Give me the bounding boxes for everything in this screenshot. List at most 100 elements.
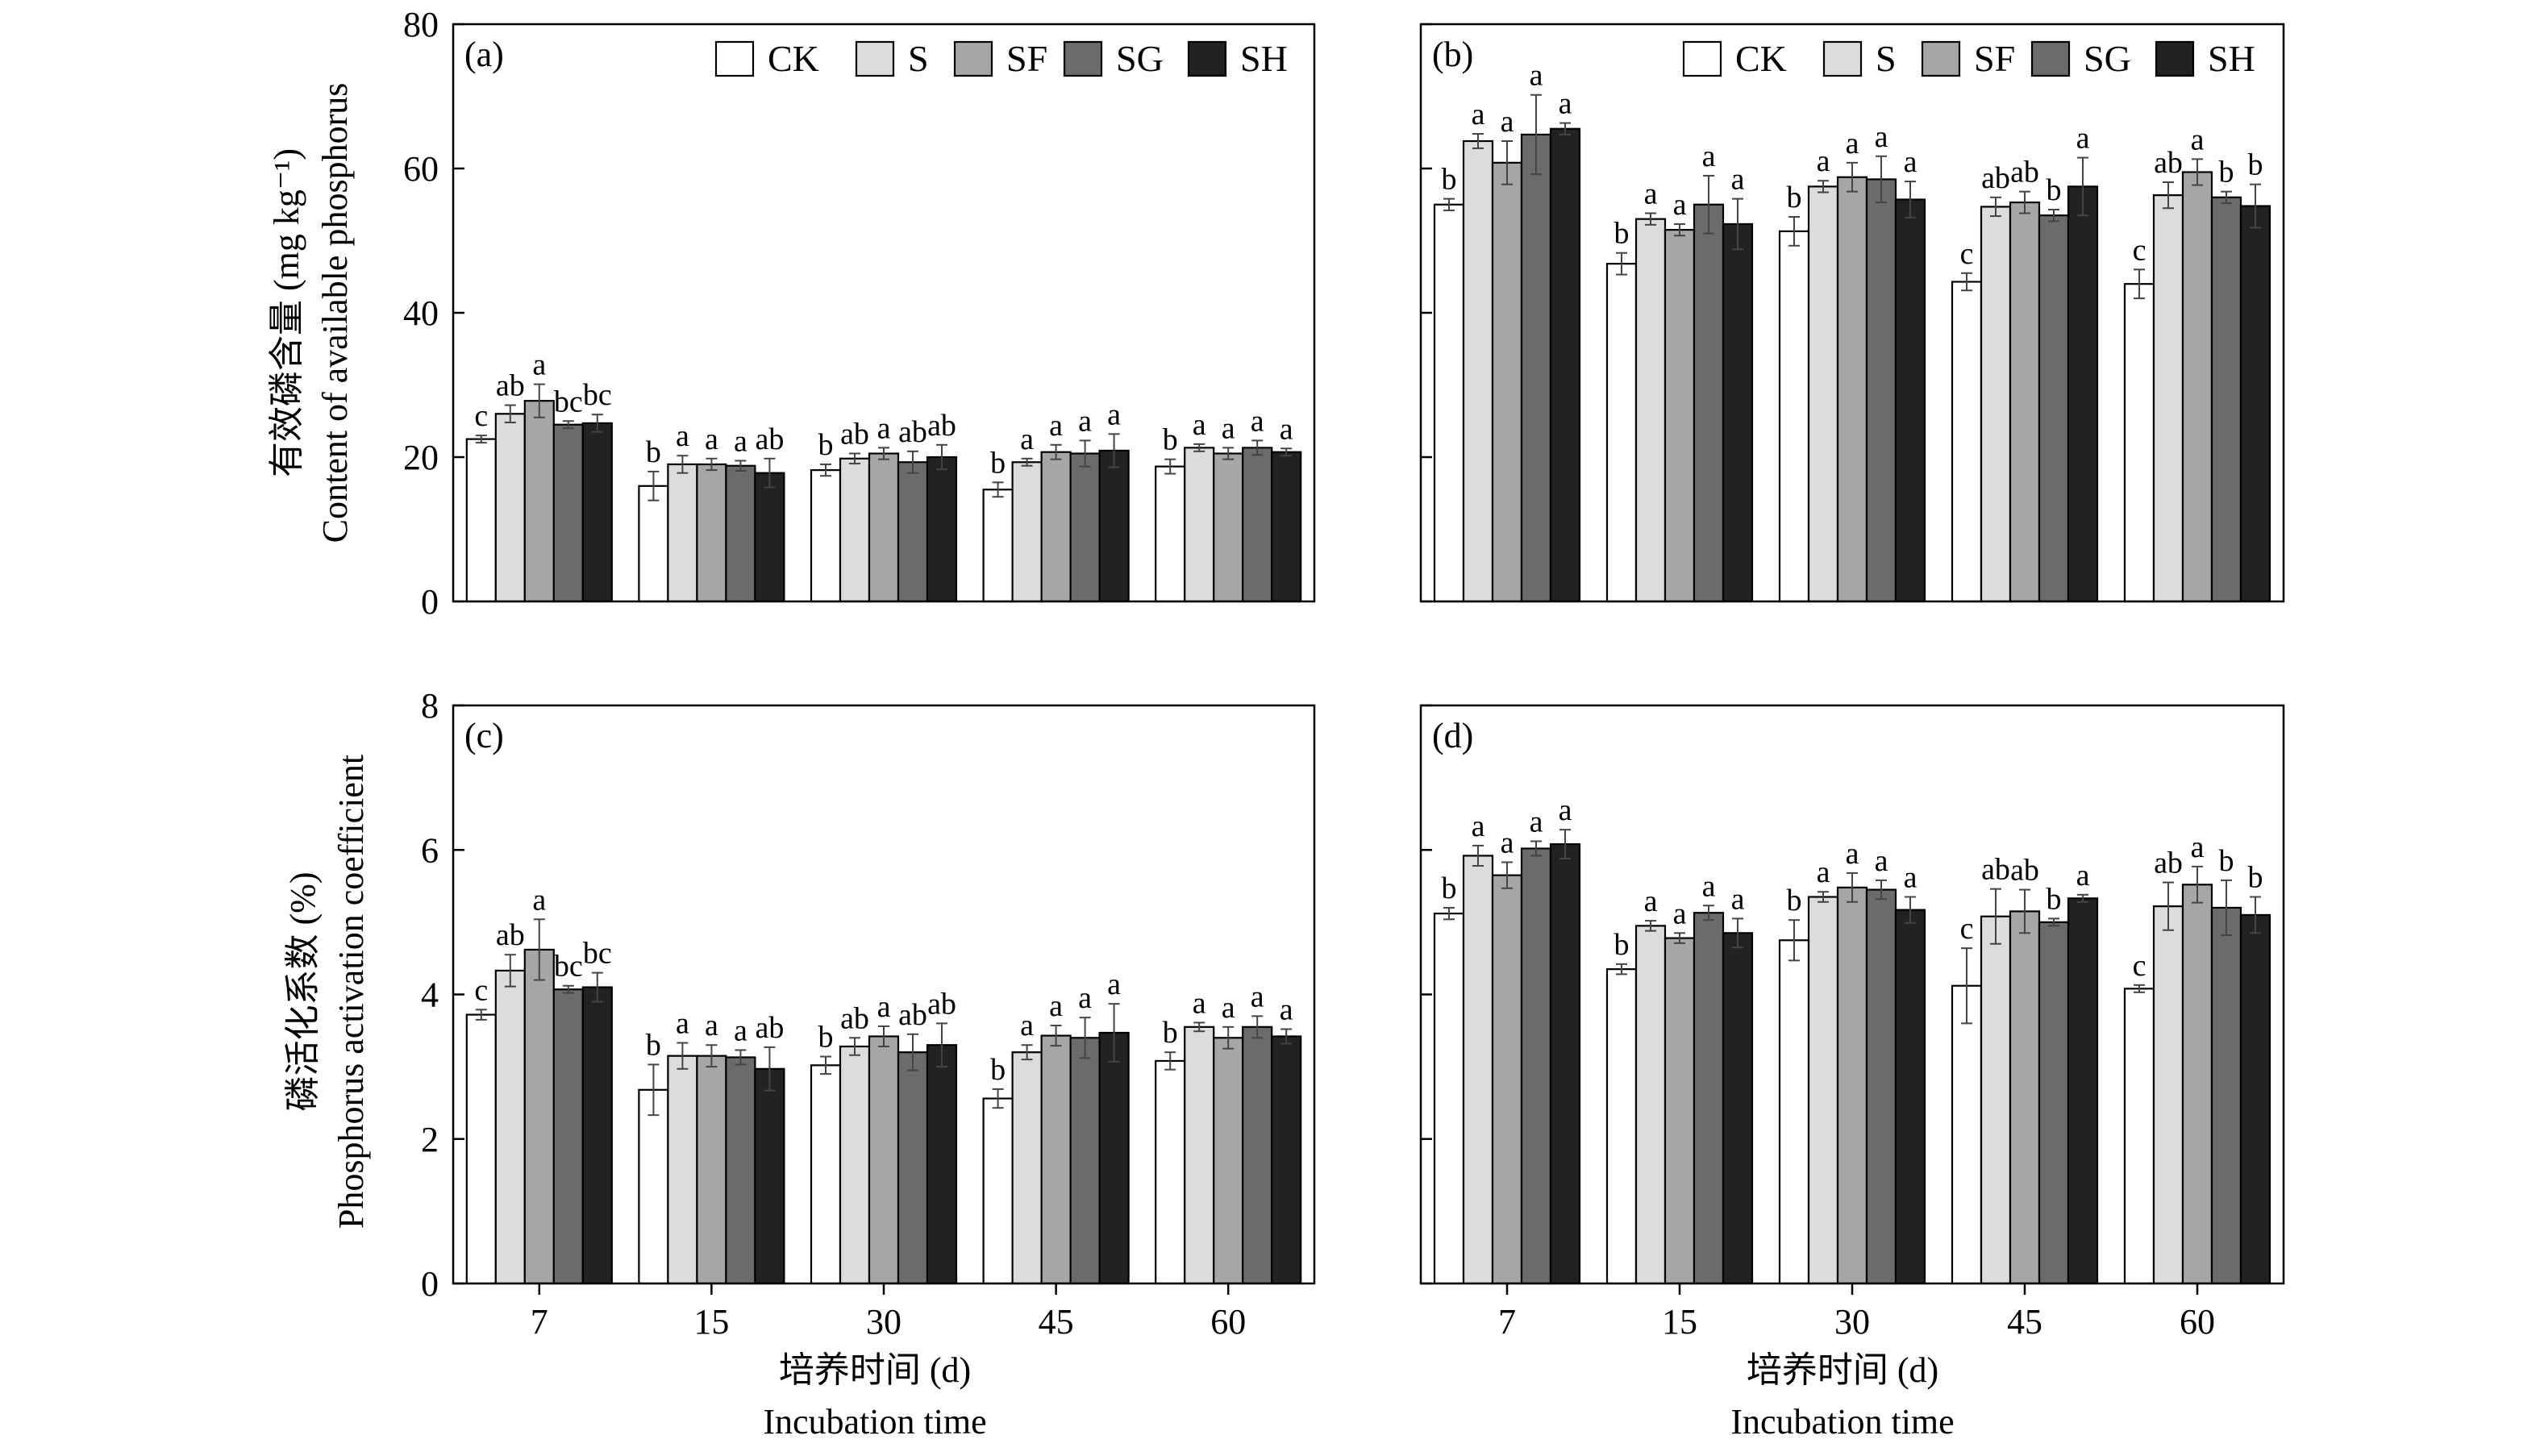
significance-letter-SH-30: ab (927, 987, 956, 1021)
bar-SF-45 (1040, 451, 1072, 603)
legend-label-SH: SH (2208, 38, 2255, 79)
significance-letter-SF-30: a (877, 411, 891, 445)
significance-letter-SH-60: a (1280, 412, 1293, 446)
significance-letter-S-45: ab (1981, 161, 2010, 195)
bar-SF-7 (1491, 874, 1523, 1285)
bar-SH-7 (1549, 842, 1581, 1285)
x-axis-title-right-en: Incubation time (1730, 1402, 1954, 1441)
legend-label-SF: SF (1006, 38, 1047, 79)
bar-S-15 (667, 1055, 698, 1285)
bar-SF-60 (1213, 1037, 1244, 1285)
significance-letter-SF-30: a (1846, 837, 1859, 871)
significance-letter-CK-60: c (2133, 233, 2147, 267)
bar-CK-45 (982, 489, 1014, 603)
y-tick-label-20: 20 (403, 438, 439, 477)
significance-letter-S-30: ab (840, 418, 869, 451)
significance-letter-S-45: a (1020, 422, 1034, 456)
legend: CK S SF SG SH (714, 38, 1288, 79)
y-axis-title-top-cn: 有效磷含量 (mg kg⁻¹) (267, 148, 306, 477)
legend-label-S: S (908, 38, 929, 79)
y-axis-title-bottom-cn: 磷活化系数 (%) (283, 872, 323, 1112)
significance-letter-SF-60: a (2191, 830, 2205, 864)
significance-letter-SG-45: a (1078, 404, 1092, 438)
significance-letter-SG-30: ab (898, 998, 927, 1032)
significance-letter-S-7: a (1472, 809, 1485, 843)
significance-letter-CK-15: b (1614, 217, 1630, 251)
panel-label: (b) (1432, 35, 1473, 74)
legend-swatch-SG (2030, 40, 2071, 77)
significance-letter-SH-7: bc (583, 378, 612, 412)
y-axis-title-bottom-en: Phosphorus activation coefficient (331, 755, 371, 1229)
x-axis-title-left-en: Incubation time (763, 1402, 986, 1441)
significance-letter-SG-60: a (1251, 404, 1264, 438)
legend-swatch-SF (953, 40, 993, 77)
bar-SF-7 (1491, 161, 1523, 603)
significance-letter-S-45: a (1020, 1009, 1034, 1042)
bar-CK-15 (1605, 968, 1638, 1285)
plot-frame (452, 23, 1316, 603)
bar-SG-60 (2210, 196, 2242, 603)
significance-letter-SF-45: a (1049, 989, 1063, 1023)
legend-swatch-S (855, 40, 895, 77)
significance-letter-CK-45: b (990, 1053, 1006, 1087)
bar-SH-60 (2239, 913, 2271, 1285)
significance-letter-CK-15: b (646, 435, 661, 469)
bar-SF-15 (1663, 937, 1696, 1285)
bar-SG-7 (1520, 133, 1552, 603)
bar-SG-30 (897, 1051, 929, 1285)
significance-letter-CK-7: c (474, 399, 488, 433)
bar-S-60 (2152, 905, 2184, 1285)
x-tick-label-60: 60 (1210, 1302, 1246, 1342)
significance-letter-SG-15: a (1702, 139, 1716, 173)
bar-CK-7 (465, 1013, 497, 1285)
bar-CK-30 (810, 1064, 842, 1285)
significance-letter-S-30: a (1817, 855, 1830, 889)
significance-letter-SG-15: a (1702, 869, 1716, 903)
significance-letter-CK-45: b (990, 446, 1006, 480)
significance-letter-SH-60: a (1280, 993, 1293, 1027)
bar-CK-60 (2123, 283, 2155, 603)
significance-letter-CK-45: c (1960, 237, 1974, 271)
significance-letter-SH-15: a (1731, 163, 1745, 197)
legend-label-SH: SH (1240, 38, 1288, 79)
y-tick-label-6: 6 (421, 830, 439, 870)
significance-letter-CK-60: c (2133, 949, 2147, 983)
bar-CK-30 (1778, 939, 1810, 1285)
significance-letter-SG-30: a (1875, 844, 1888, 878)
significance-letter-S-15: a (1644, 177, 1658, 210)
y-tick-label-2: 2 (421, 1120, 439, 1159)
bar-SH-7 (581, 986, 613, 1285)
x-tick-label-7: 7 (531, 1302, 548, 1342)
bar-SG-60 (1242, 1025, 1273, 1285)
legend-label-SF: SF (1974, 38, 2015, 79)
plot-frame (1419, 23, 2285, 603)
bar-S-45 (1980, 206, 2012, 603)
y-tick-label-40: 40 (403, 293, 439, 333)
significance-letter-SH-45: a (2076, 859, 2090, 892)
y-axis-title-top-en: Content of available phosphorus (315, 83, 355, 543)
bar-SG-60 (1242, 447, 1273, 603)
significance-letter-S-7: ab (496, 369, 525, 403)
significance-letter-S-60: a (1193, 986, 1206, 1020)
y-tick-label-80: 80 (403, 5, 439, 44)
significance-letter-SH-60: b (2248, 861, 2263, 895)
bar-SH-7 (1549, 127, 1581, 603)
bar-SH-60 (1271, 1035, 1302, 1285)
panel-label: (a) (464, 35, 504, 74)
bar-SF-30 (1836, 176, 1868, 603)
significance-letter-SF-7: a (1501, 105, 1514, 139)
legend-swatch-SF (1921, 40, 1961, 77)
significance-letter-SG-60: b (2219, 156, 2234, 189)
bar-SH-30 (926, 1044, 958, 1285)
significance-letter-SG-15: a (734, 424, 747, 458)
significance-letter-SG-7: a (1530, 805, 1543, 838)
legend-swatch-SH (1187, 40, 1227, 77)
y-tick-label-8: 8 (421, 686, 439, 726)
significance-letter-S-15: a (676, 419, 689, 453)
bar-SH-15 (1722, 932, 1754, 1285)
significance-letter-SH-15: a (1731, 882, 1745, 916)
